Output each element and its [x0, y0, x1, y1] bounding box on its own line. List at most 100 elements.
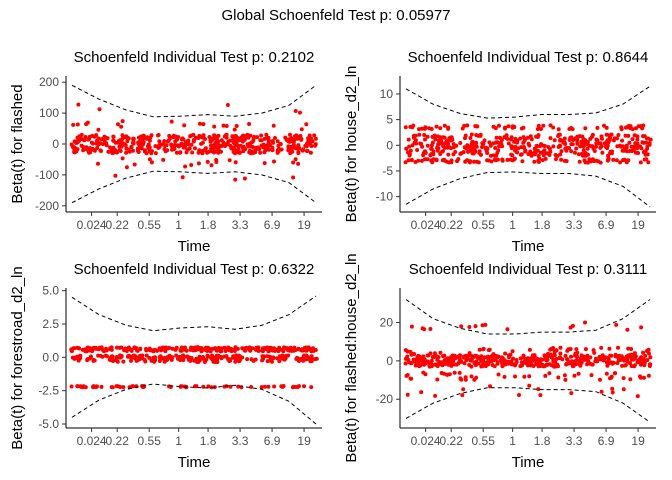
residual-point — [562, 136, 567, 141]
residual-point — [473, 363, 478, 368]
residual-point — [542, 148, 547, 153]
residual-point — [435, 377, 440, 382]
residual-point — [177, 354, 182, 359]
residual-point — [643, 152, 648, 157]
residual-point — [221, 123, 226, 128]
residual-point — [225, 142, 230, 147]
residual-point — [149, 133, 154, 138]
residual-point — [281, 384, 286, 388]
residual-point — [256, 348, 261, 353]
residual-point — [427, 364, 432, 369]
residual-point — [551, 144, 556, 149]
residual-point — [473, 324, 478, 329]
residual-point — [312, 133, 317, 138]
residual-point — [527, 347, 532, 352]
residual-point — [592, 149, 597, 153]
residual-point — [569, 149, 574, 154]
residual-point — [120, 156, 125, 161]
x-axis-title: Time — [178, 238, 211, 255]
panels-container: Schoenfeld Individual Test p: 0.21022001… — [9, 49, 656, 471]
residual-point — [505, 136, 510, 141]
residual-point — [99, 137, 104, 142]
residual-point — [277, 359, 282, 364]
residual-point — [542, 144, 547, 148]
residual-point — [521, 353, 526, 358]
residual-point — [291, 175, 296, 180]
residual-point — [432, 351, 437, 356]
residual-point — [511, 356, 515, 361]
residual-point — [188, 134, 193, 139]
residual-point — [253, 146, 258, 151]
residual-point — [568, 325, 573, 330]
residual-point — [636, 360, 641, 365]
residual-point — [147, 157, 152, 162]
residual-point — [296, 150, 301, 155]
residual-point — [227, 158, 232, 163]
residual-point — [412, 359, 417, 364]
y-tick-label: 5 — [386, 113, 393, 127]
residual-point — [165, 357, 170, 362]
residual-point — [262, 150, 267, 155]
residual-point — [301, 358, 306, 363]
residual-point — [465, 143, 470, 148]
residual-point — [538, 364, 543, 368]
residual-point — [75, 122, 80, 127]
residual-point — [515, 150, 520, 155]
residual-point — [123, 346, 128, 351]
residual-point — [558, 351, 563, 356]
residual-point — [147, 138, 152, 143]
residual-point — [477, 151, 482, 156]
residual-point — [135, 348, 139, 353]
residual-point — [131, 148, 135, 153]
residual-point — [565, 357, 570, 362]
residual-point — [89, 140, 94, 145]
residual-point — [159, 348, 163, 353]
residual-point — [504, 359, 509, 364]
residual-point — [503, 125, 507, 130]
scatter-points — [403, 320, 653, 399]
residual-point — [131, 353, 136, 358]
residual-point — [604, 371, 609, 376]
residual-point — [609, 353, 614, 358]
residual-point — [496, 372, 501, 377]
residual-point — [601, 358, 606, 363]
residual-point — [91, 358, 96, 363]
residual-point — [282, 345, 287, 350]
residual-point — [227, 359, 232, 363]
residual-point — [521, 125, 526, 130]
residual-point — [406, 158, 411, 163]
residual-point — [551, 125, 556, 130]
residual-point — [273, 136, 277, 140]
residual-point — [505, 157, 510, 162]
residual-point — [582, 142, 587, 147]
residual-point — [476, 160, 481, 165]
residual-point — [71, 122, 76, 127]
residual-point — [121, 385, 126, 390]
residual-point — [602, 123, 606, 128]
residual-point — [576, 152, 581, 157]
residual-point — [423, 137, 427, 142]
residual-point — [521, 140, 526, 145]
residual-point — [528, 134, 533, 139]
residual-point — [547, 153, 552, 157]
residual-point — [184, 150, 189, 155]
residual-point — [575, 354, 580, 359]
residual-point — [467, 351, 472, 356]
residual-point — [621, 376, 626, 381]
residual-point — [205, 159, 210, 164]
residual-point — [215, 142, 220, 147]
x-axis-title: Time — [512, 238, 545, 255]
residual-point — [594, 158, 599, 163]
residual-point — [235, 346, 240, 351]
residual-point — [80, 137, 85, 142]
residual-point — [246, 346, 251, 351]
y-tick-label: -100 — [35, 168, 59, 182]
upper-confidence-band — [71, 295, 317, 332]
residual-point — [119, 124, 124, 129]
residual-point — [493, 146, 498, 150]
residual-point — [467, 325, 472, 329]
residual-point — [619, 127, 624, 132]
residual-point — [114, 384, 119, 389]
residual-point — [256, 145, 261, 150]
residual-point — [428, 351, 433, 356]
